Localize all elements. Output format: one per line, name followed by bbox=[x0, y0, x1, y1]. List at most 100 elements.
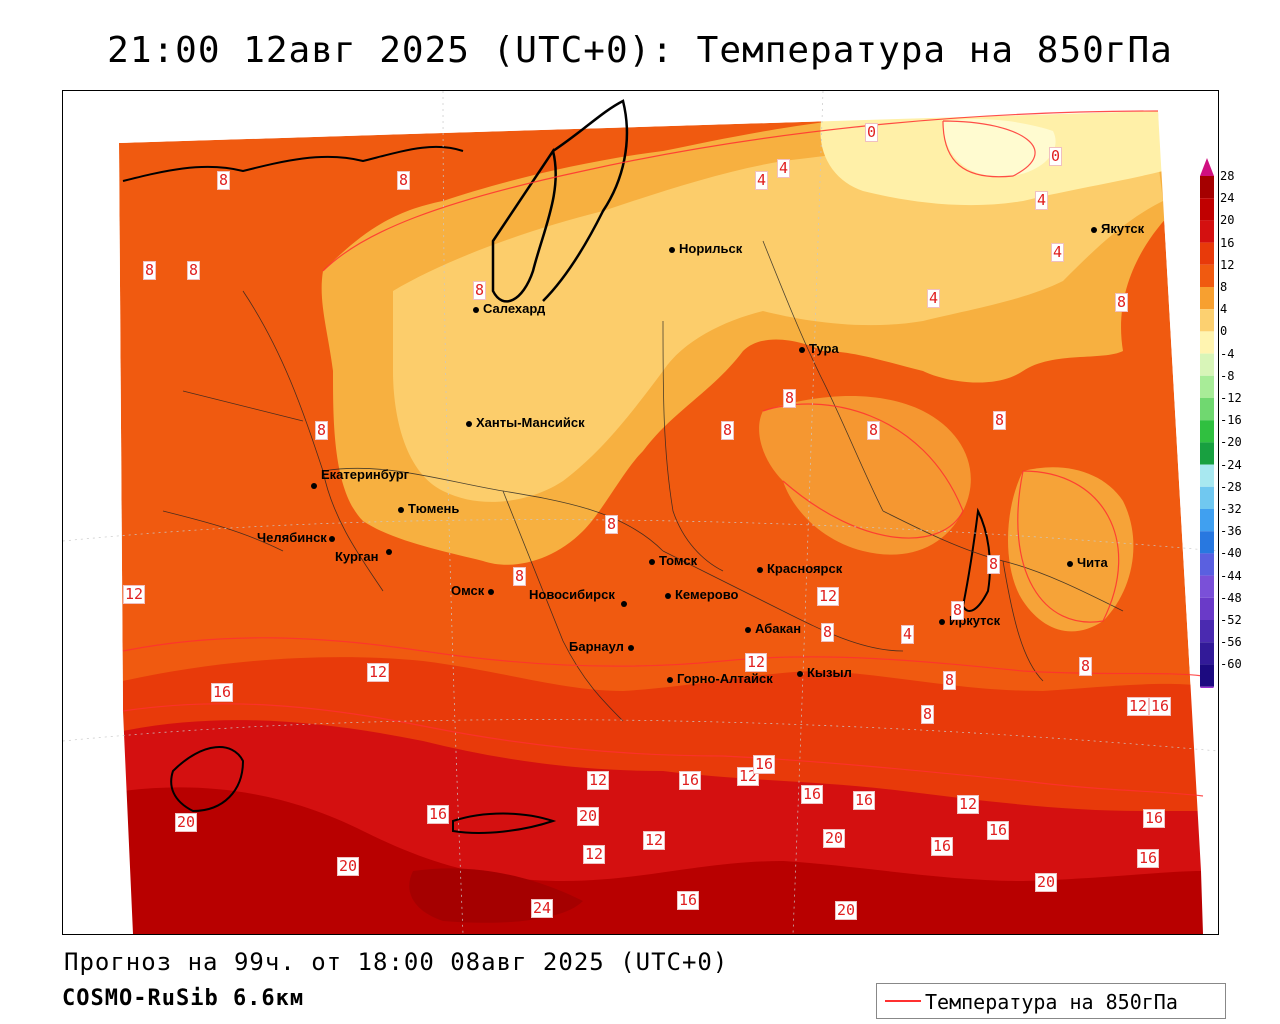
isoline-label: 16 bbox=[427, 805, 450, 824]
colorbar-tick-label: 4 bbox=[1220, 302, 1228, 317]
colorbar-swatch bbox=[1200, 398, 1214, 421]
isoline-label: 16 bbox=[753, 755, 776, 774]
isoline-label: 20 bbox=[175, 813, 198, 832]
legend-line-swatch bbox=[885, 1000, 921, 1002]
colorbar-tick-label: 20 bbox=[1220, 213, 1235, 228]
colorbar-tick-label: -60 bbox=[1220, 657, 1242, 672]
isoline-label: 0 bbox=[865, 123, 879, 142]
colorbar-swatch bbox=[1200, 464, 1214, 487]
isoline-label: 20 bbox=[577, 807, 600, 826]
colorbar-tick-label: -24 bbox=[1220, 457, 1242, 472]
forecast-info: Прогноз на 99ч. от 18:00 08авг 2025 (UTC… bbox=[64, 948, 729, 976]
isoline-label: 20 bbox=[835, 901, 858, 920]
isoline-label: 8 bbox=[943, 671, 957, 690]
isoline-label: 4 bbox=[901, 625, 915, 644]
isoline-label: 16 bbox=[853, 791, 876, 810]
isoline-label: 12 bbox=[587, 771, 610, 790]
isoline-label: 8 bbox=[987, 555, 1001, 574]
colorbar-swatch bbox=[1200, 176, 1214, 199]
isoline-label: 8 bbox=[993, 411, 1007, 430]
colorbar-swatch bbox=[1200, 486, 1214, 509]
isoline-label: 8 bbox=[513, 567, 527, 586]
city-abakan: Абакан bbox=[745, 621, 801, 636]
colorbar-tick-label: -44 bbox=[1220, 568, 1242, 583]
colorbar-tick-label: 28 bbox=[1220, 169, 1235, 183]
colorbar-tick-label: -48 bbox=[1220, 590, 1242, 605]
city-kyzyl: Кызыл bbox=[797, 665, 852, 680]
colorbar-tick-label: -36 bbox=[1220, 524, 1242, 539]
colorbar-min-arrow bbox=[1200, 686, 1214, 688]
isoline-label: 16 bbox=[1137, 849, 1160, 868]
isoline-label: 16 bbox=[677, 891, 700, 910]
isoline-label: 8 bbox=[821, 623, 835, 642]
isoline-label: 12 bbox=[367, 663, 390, 682]
isoline-label: 8 bbox=[951, 601, 965, 620]
isoline-label: 8 bbox=[315, 421, 329, 440]
city-omsk: Омск bbox=[451, 583, 498, 598]
colorbar-tick-label: -56 bbox=[1220, 635, 1242, 650]
isoline-label: 12 bbox=[1127, 697, 1150, 716]
colorbar-swatch bbox=[1200, 353, 1214, 376]
city-chita: Чита bbox=[1067, 555, 1108, 570]
isoline-label: 8 bbox=[605, 515, 619, 534]
isoline-label: 20 bbox=[823, 829, 846, 848]
colorbar-tick-label: -16 bbox=[1220, 413, 1242, 428]
isoline-label: 16 bbox=[679, 771, 702, 790]
city-tomsk: Томск bbox=[649, 553, 697, 568]
city-salekhard: Салехард bbox=[473, 301, 545, 316]
isoline-label: 12 bbox=[957, 795, 980, 814]
city-tyumen: Тюмень bbox=[398, 501, 459, 516]
colorbar-swatch bbox=[1200, 597, 1214, 620]
isoline-label: 8 bbox=[473, 281, 487, 300]
isoline-label: 12 bbox=[643, 831, 666, 850]
city-kemerovo: Кемерово bbox=[665, 587, 738, 602]
colorbar-swatch bbox=[1200, 242, 1214, 265]
colorbar-tick-label: 0 bbox=[1220, 324, 1228, 339]
isoline-label: 12 bbox=[745, 653, 768, 672]
isoline-label: 8 bbox=[143, 261, 157, 280]
colorbar-swatch bbox=[1200, 287, 1214, 310]
colorbar-swatch bbox=[1200, 509, 1214, 532]
isoline-label: 12 bbox=[123, 585, 146, 604]
colorbar-swatch bbox=[1200, 664, 1214, 687]
colorbar-tick-label: -40 bbox=[1220, 546, 1242, 561]
isoline-label: 4 bbox=[1051, 243, 1065, 262]
isoline-label: 4 bbox=[755, 171, 769, 190]
colorbar-tick-label: -28 bbox=[1220, 479, 1242, 494]
city-kurgan: Курган bbox=[335, 548, 396, 564]
isoline-label: 12 bbox=[583, 845, 606, 864]
city-tura: Тура bbox=[799, 341, 839, 356]
city-gorno-altaysk: Горно-Алтайск bbox=[667, 671, 773, 686]
colorbar-tick-label: -52 bbox=[1220, 613, 1242, 627]
colorbar-tick-label: 24 bbox=[1220, 191, 1235, 206]
isoline-label: 8 bbox=[867, 421, 881, 440]
isoline-label: 12 bbox=[817, 587, 840, 606]
isoline-label: 16 bbox=[987, 821, 1010, 840]
colorbar-swatch bbox=[1200, 220, 1214, 243]
isoline-label: 16 bbox=[801, 785, 824, 804]
isoline-label: 8 bbox=[721, 421, 735, 440]
isoline-label: 4 bbox=[1035, 191, 1049, 210]
colorbar-swatch bbox=[1200, 642, 1214, 665]
city-novosibirsk: Новосибирск bbox=[529, 587, 631, 607]
colorbar-swatch bbox=[1200, 375, 1214, 398]
isoline-label: 20 bbox=[1035, 873, 1058, 892]
legend: Температура на 850гПа bbox=[876, 983, 1226, 1019]
colorbar-swatch bbox=[1200, 553, 1214, 576]
colorbar-tick-label: 12 bbox=[1220, 257, 1235, 272]
colorbar-swatch bbox=[1200, 531, 1214, 554]
colorbar-tick-label: -12 bbox=[1220, 391, 1242, 405]
isoline-label: 8 bbox=[783, 389, 797, 408]
colorbar-tick-label: -4 bbox=[1220, 346, 1235, 361]
colorbar-swatch bbox=[1200, 442, 1214, 465]
isoline-label: 8 bbox=[217, 171, 231, 190]
isoline-label: 8 bbox=[921, 705, 935, 724]
city-yekaterinburg: Екатеринбург bbox=[311, 467, 409, 492]
city-norilsk: Норильск bbox=[669, 241, 742, 256]
isoline-label: 8 bbox=[1079, 657, 1093, 676]
isoline-label: 16 bbox=[931, 837, 954, 856]
city-khanty-mansiysk: Ханты-Мансийск bbox=[466, 415, 585, 430]
colorbar-swatch bbox=[1200, 620, 1214, 643]
model-name: COSMO-RuSib 6.6км bbox=[62, 986, 305, 1011]
colorbar-swatch bbox=[1200, 198, 1214, 221]
